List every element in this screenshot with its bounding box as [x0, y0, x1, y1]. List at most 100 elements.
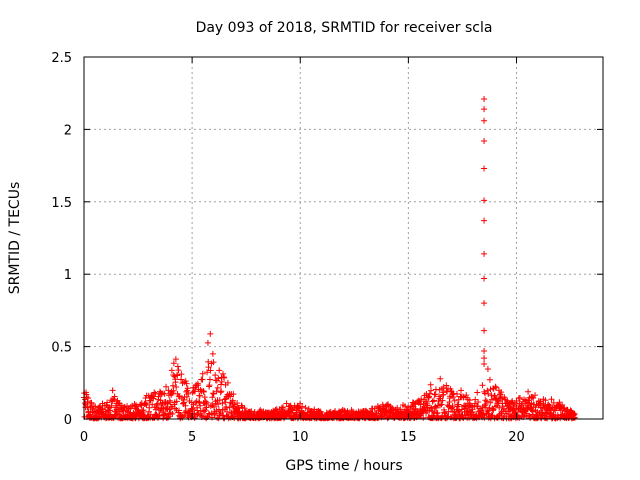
- data-point: [173, 398, 180, 405]
- data-point: [295, 404, 302, 411]
- data-point: [302, 404, 309, 411]
- data-point: [163, 383, 170, 390]
- data-point: [221, 396, 228, 403]
- data-point: [222, 399, 229, 406]
- data-point: [224, 379, 231, 386]
- data-point: [183, 393, 190, 400]
- y-tick-label: 0: [64, 413, 72, 428]
- data-point: [495, 398, 502, 405]
- x-axis-label: GPS time / hours: [285, 458, 402, 474]
- data-point: [496, 404, 503, 411]
- data-point: [498, 389, 505, 396]
- data-point: [486, 404, 493, 411]
- data-point: [200, 388, 207, 395]
- data-point: [174, 372, 181, 379]
- data-point: [204, 369, 211, 376]
- data-point: [495, 413, 502, 420]
- data-points: [81, 330, 578, 422]
- data-point: [133, 403, 140, 410]
- spike-point: [481, 106, 488, 113]
- y-tick-label: 1.5: [51, 196, 72, 211]
- data-point: [166, 406, 173, 413]
- chart-title: Day 093 of 2018, SRMTID for receiver scl…: [196, 20, 493, 36]
- data-point: [218, 378, 225, 385]
- data-point: [499, 403, 506, 410]
- spike-points: [481, 95, 488, 367]
- data-point: [199, 413, 206, 420]
- data-point: [456, 407, 463, 414]
- spike-point: [481, 355, 488, 362]
- data-point: [407, 406, 414, 413]
- data-point: [234, 400, 241, 407]
- data-point: [492, 383, 499, 390]
- data-point: [175, 393, 182, 400]
- data-point: [172, 379, 179, 386]
- data-point: [216, 367, 223, 374]
- data-point: [474, 389, 481, 396]
- spike-point: [481, 117, 488, 124]
- data-point: [532, 392, 539, 399]
- spike-point: [481, 347, 488, 354]
- x-tick-label: 20: [508, 430, 525, 445]
- data-point: [183, 380, 190, 387]
- data-point: [317, 408, 324, 415]
- data-point: [479, 382, 486, 389]
- data-point: [546, 402, 553, 409]
- data-point: [490, 406, 497, 413]
- data-point: [146, 404, 153, 411]
- spike-point: [481, 95, 488, 102]
- data-point: [143, 402, 150, 409]
- data-point: [211, 410, 218, 417]
- data-point: [438, 401, 445, 408]
- data-point: [210, 359, 217, 366]
- data-point: [83, 394, 90, 401]
- x-tick-label: 5: [188, 430, 196, 445]
- data-point: [107, 407, 114, 414]
- data-point: [475, 399, 482, 406]
- data-point: [383, 401, 390, 408]
- data-point: [487, 399, 494, 406]
- data-point: [542, 397, 549, 404]
- data-point: [215, 375, 222, 382]
- data-point: [170, 387, 177, 394]
- data-point: [189, 406, 196, 413]
- data-point: [206, 376, 213, 383]
- data-point: [432, 391, 439, 398]
- data-point: [217, 389, 224, 396]
- data-point: [213, 407, 220, 414]
- spike-point: [481, 360, 488, 367]
- y-axis-label: SRMTID / TECUs: [7, 182, 23, 295]
- data-point: [137, 401, 144, 408]
- data-point: [210, 390, 217, 397]
- data-point: [150, 395, 157, 402]
- data-point: [455, 396, 462, 403]
- data-point: [109, 387, 116, 394]
- data-point: [221, 374, 228, 381]
- data-point: [161, 390, 168, 397]
- data-point: [178, 371, 185, 378]
- data-point: [491, 392, 498, 399]
- data-point: [463, 392, 470, 399]
- data-point: [417, 401, 424, 408]
- data-point: [211, 404, 218, 411]
- data-point: [426, 390, 433, 397]
- spike-point: [481, 217, 488, 224]
- y-tick-label: 2.5: [51, 51, 72, 66]
- data-point: [219, 370, 226, 377]
- data-point: [436, 402, 443, 409]
- data-point: [182, 409, 189, 416]
- data-point: [185, 390, 192, 397]
- data-point: [548, 396, 555, 403]
- data-point: [88, 399, 95, 406]
- data-point: [178, 376, 185, 383]
- data-point: [201, 408, 208, 415]
- spike-point: [481, 327, 488, 334]
- x-tick-label: 10: [292, 430, 309, 445]
- spike-point: [481, 250, 488, 257]
- data-point: [430, 397, 437, 404]
- data-point: [204, 339, 211, 346]
- data-point: [205, 364, 212, 371]
- data-point: [85, 395, 92, 402]
- data-point: [550, 399, 557, 406]
